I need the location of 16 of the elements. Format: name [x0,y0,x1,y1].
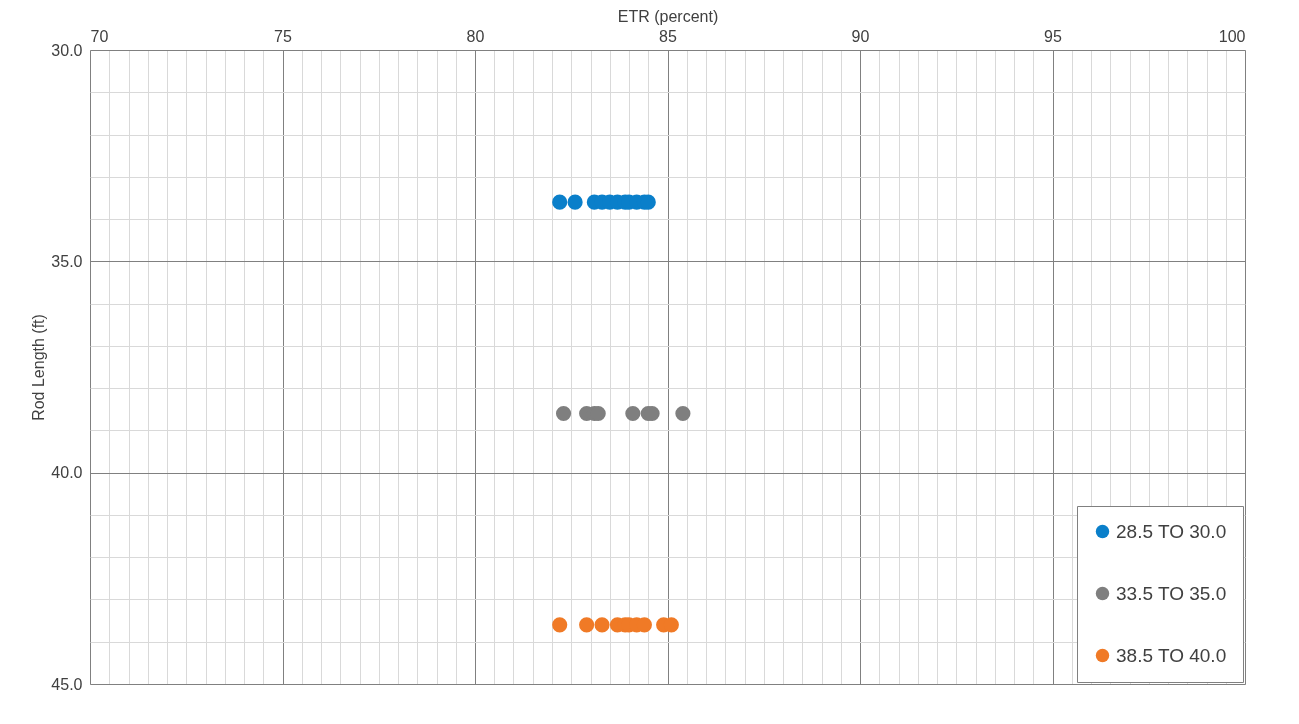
x-tick-label: 85 [659,27,677,45]
x-tick-label: 100 [1218,27,1246,45]
legend-label: 33.5 TO 35.0 [1116,582,1227,604]
x-tick-label: 90 [851,27,870,45]
legend-label: 38.5 TO 40.0 [1116,644,1227,666]
y-tick-label: 45.0 [51,675,83,693]
x-tick-label: 75 [274,27,292,45]
y-tick-label: 30.0 [51,41,83,59]
x-tick-label: 70 [90,27,109,45]
y-tick-label: 35.0 [51,252,83,270]
y-axis-title: Rod Length (ft) [30,314,48,421]
x-tick-label: 95 [1044,27,1062,45]
x-axis-title: ETR (percent) [617,7,719,25]
legend-label: 28.5 TO 30.0 [1116,520,1227,542]
x-tick-label: 80 [466,27,485,45]
y-tick-label: 40.0 [51,464,83,482]
